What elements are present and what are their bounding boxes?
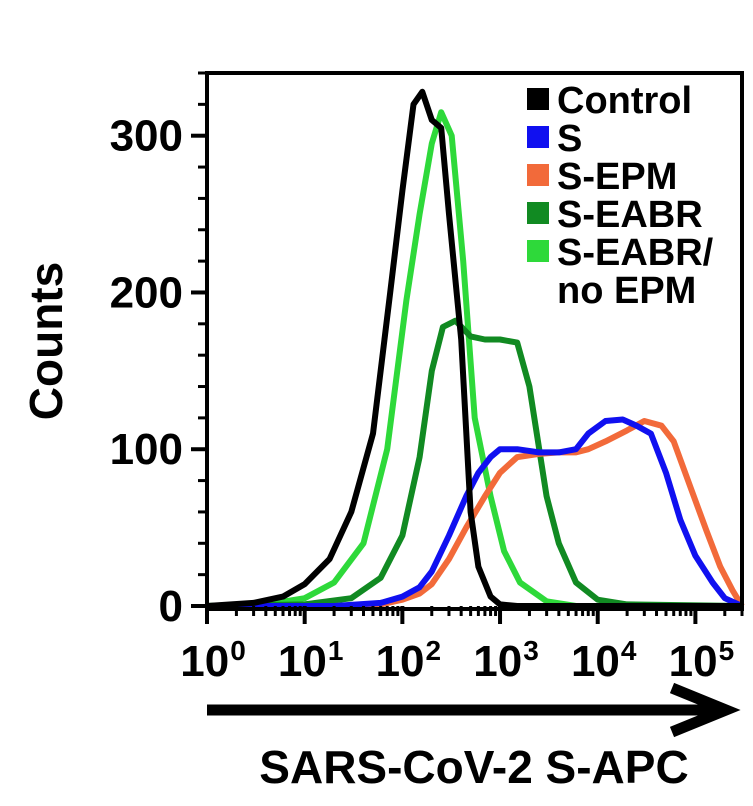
legend-swatch xyxy=(527,126,549,148)
y-tick-label: 200 xyxy=(110,268,183,317)
legend-entry-s: S xyxy=(527,118,582,160)
legend-entry-s-eabr-no-epm: S-EABR/no EPM xyxy=(527,232,714,312)
plot-curves xyxy=(206,88,745,609)
series-line-s-eabr-no-epm xyxy=(206,109,742,609)
legend-entry-s-eabr: S-EABR xyxy=(527,194,703,236)
y-axis: 0 100 200 300 xyxy=(110,71,207,631)
x-tick-exponent: 5 xyxy=(719,635,735,666)
x-tick-exponent: 0 xyxy=(230,635,246,666)
legend-label: S-EABR/ xyxy=(557,232,714,274)
series-line-s-epm xyxy=(207,418,745,609)
legend-label: Control xyxy=(557,80,692,122)
plot-frame xyxy=(205,71,744,611)
legend-swatch xyxy=(527,88,549,110)
y-tick-label: 100 xyxy=(110,425,183,474)
y-tick-label: 0 xyxy=(159,582,183,631)
x-tick-exponent: 2 xyxy=(426,635,442,666)
legend-swatch xyxy=(527,202,549,224)
legend-swatch xyxy=(527,164,549,186)
x-tick-label: 105 xyxy=(669,635,735,686)
legend-entry-control: Control xyxy=(527,80,692,122)
x-tick-label: 104 xyxy=(571,635,637,686)
x-tick-exponent: 3 xyxy=(523,635,539,666)
legend-label: S-EABR xyxy=(557,194,703,236)
y-tick-label: 300 xyxy=(110,112,183,161)
x-tick-label: 100 xyxy=(180,635,246,686)
y-axis-title: Counts xyxy=(20,262,72,420)
legend-label: S-EPM xyxy=(557,156,677,198)
series-line-s-eabr xyxy=(206,317,743,609)
x-tick-exponent: 1 xyxy=(328,635,344,666)
x-axis: 100 101 102 103 104 105 xyxy=(180,606,744,686)
x-axis-arrow xyxy=(207,682,741,738)
x-tick-label: 103 xyxy=(473,635,539,686)
x-axis-arrow-head xyxy=(669,682,741,738)
x-tick-exponent: 4 xyxy=(621,635,637,666)
series-line-control xyxy=(206,88,742,609)
series-line-s xyxy=(207,416,744,609)
legend-label: no EPM xyxy=(557,270,696,312)
legend-swatch xyxy=(527,240,549,262)
x-axis-title: SARS-CoV-2 S-APC xyxy=(259,741,688,793)
x-tick-label: 101 xyxy=(278,635,344,686)
legend-entry-s-epm: S-EPM xyxy=(527,156,677,198)
x-tick-label: 102 xyxy=(376,635,442,686)
legend-label: S xyxy=(557,118,582,160)
